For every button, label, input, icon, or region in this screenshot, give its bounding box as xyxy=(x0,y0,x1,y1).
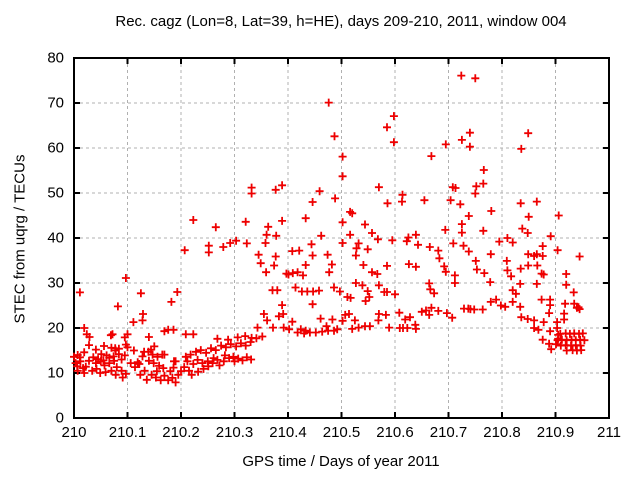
y-tick-label: 50 xyxy=(47,184,64,202)
x-tick-label: 210.4 xyxy=(269,424,307,441)
grid-lines xyxy=(74,58,609,418)
y-tick-label: 40 xyxy=(47,229,64,247)
chart-title: Rec. cagz (Lon=8, Lat=39, h=HE), days 20… xyxy=(115,13,567,30)
y-tick-label: 10 xyxy=(47,364,64,382)
x-tick-label: 210.5 xyxy=(322,424,361,441)
x-tick-label: 210.6 xyxy=(376,424,414,441)
x-tick-label: 210.8 xyxy=(483,424,521,441)
y-tick-label: 0 xyxy=(55,409,64,427)
y-tick-label: 30 xyxy=(47,274,64,292)
x-tick-label: 210 xyxy=(61,424,87,441)
y-tick-label: 60 xyxy=(47,139,64,157)
x-tick-label: 210.7 xyxy=(429,424,468,441)
x-tick-label: 210.1 xyxy=(108,424,147,441)
x-tick-label: 210.3 xyxy=(215,424,254,441)
y-tick-label: 20 xyxy=(47,319,64,337)
x-tick-label: 210.9 xyxy=(536,424,575,441)
x-tick-label: 210.2 xyxy=(162,424,200,441)
y-tick-label: 80 xyxy=(47,49,64,67)
x-axis-label: GPS time / Days of year 2011 xyxy=(242,453,440,470)
data-points xyxy=(70,71,589,387)
axis-ticks xyxy=(73,57,610,419)
y-axis-label: STEC from uqrg / TECUs xyxy=(11,154,29,324)
y-tick-label: 70 xyxy=(47,94,64,112)
x-tick-label: 211 xyxy=(597,424,621,441)
